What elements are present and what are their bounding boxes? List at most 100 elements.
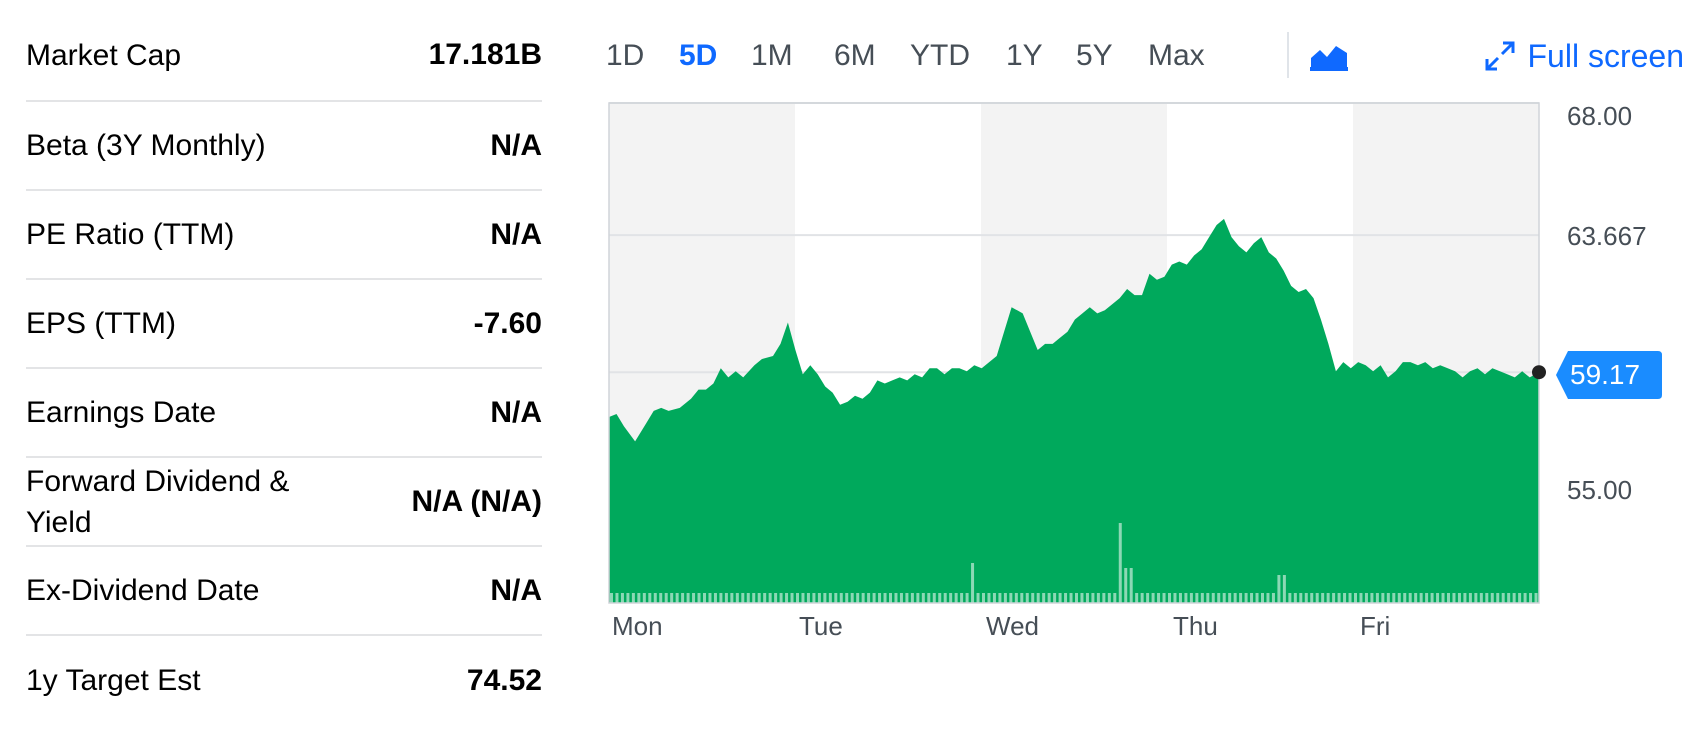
volume-bar <box>889 593 892 603</box>
volume-bar <box>938 593 942 603</box>
volume-bar <box>1490 593 1494 603</box>
stat-label: Market Cap <box>26 38 182 72</box>
volume-bar <box>1326 593 1330 603</box>
volume-bar <box>659 593 663 603</box>
volume-bar <box>1266 593 1270 603</box>
volume-bar <box>1135 593 1139 603</box>
volume-bar <box>1474 593 1478 603</box>
volume-bar <box>1042 593 1046 603</box>
volume-bar <box>1381 593 1385 603</box>
y-tick-label: 68.00 <box>1567 101 1633 131</box>
last-price-dot <box>1532 365 1546 380</box>
range-button-max[interactable]: Max <box>1148 30 1205 82</box>
range-button-ytd[interactable]: YTD <box>910 30 970 82</box>
volume-bar <box>1479 593 1483 603</box>
x-tick-label: Thu <box>1173 611 1218 641</box>
stat-value: N/A <box>490 573 542 607</box>
volume-bar <box>1080 593 1084 603</box>
range-button-5y[interactable]: 5Y <box>1076 30 1113 82</box>
volume-bar <box>1523 593 1527 603</box>
volume-bar <box>752 593 756 603</box>
volume-bar <box>1277 575 1281 603</box>
volume-bar <box>976 593 980 603</box>
volume-bar <box>1354 593 1357 603</box>
stat-value: 74.52 <box>466 663 542 697</box>
volume-bar <box>1173 593 1177 603</box>
stat-row: 1y Target Est 74.52 <box>26 636 542 725</box>
volume-bar <box>1441 593 1445 603</box>
stat-row: PE Ratio (TTM) N/A <box>26 191 542 280</box>
mountain-chart-icon <box>1310 46 1348 71</box>
stat-row: Ex-Dividend Date N/A <box>26 547 542 636</box>
stat-label: Ex-Dividend Date <box>26 574 260 607</box>
volume-bar <box>905 593 909 603</box>
volume-bar <box>664 593 668 603</box>
volume-bar <box>1222 593 1226 603</box>
volume-bar <box>703 593 706 603</box>
stat-row: Market Cap 17.181B <box>26 10 542 102</box>
stat-value: N/A (N/A) <box>411 484 542 518</box>
volume-bar <box>626 593 630 603</box>
volume-bar <box>1102 593 1106 603</box>
fullscreen-button[interactable]: Full screen <box>1484 30 1684 82</box>
volume-bar <box>724 593 728 603</box>
volume-bar <box>856 593 860 603</box>
volume-bar <box>872 593 876 603</box>
volume-bar <box>1321 593 1325 603</box>
volume-bar <box>1107 593 1111 603</box>
last-price-value: 59.17 <box>1570 359 1641 390</box>
range-button-1d[interactable]: 1D <box>606 30 644 82</box>
range-button-1y[interactable]: 1Y <box>1006 30 1043 82</box>
volume-bar <box>1534 593 1538 603</box>
toolbar-divider <box>1287 32 1289 78</box>
volume-bar <box>763 593 767 603</box>
volume-bar <box>1075 593 1078 603</box>
range-button-5d[interactable]: 5D <box>679 30 717 82</box>
volume-bar <box>741 593 745 603</box>
volume-bar <box>631 593 635 603</box>
volume-bar <box>921 593 925 603</box>
volume-bar <box>932 593 936 603</box>
volume-bar <box>1392 593 1396 603</box>
volume-bar <box>1463 593 1467 603</box>
volume-bar <box>675 593 679 603</box>
price-tag-shape <box>1556 351 1662 399</box>
volume-bar <box>806 593 810 603</box>
plot-border <box>608 102 1540 604</box>
range-button-1m[interactable]: 1M <box>751 30 793 82</box>
volume-bar <box>1157 593 1161 603</box>
volume-bar <box>861 593 865 603</box>
stats-table: Market Cap 17.181B Beta (3Y Monthly) N/A PE … <box>26 10 542 725</box>
volume-bar <box>686 593 690 603</box>
volume-bar <box>883 593 887 603</box>
volume-bar <box>1151 593 1155 603</box>
volume-bar <box>1031 593 1035 603</box>
volume-bar <box>823 593 827 603</box>
volume-bar <box>790 593 794 603</box>
volume-bar <box>1211 593 1215 603</box>
stat-row: EPS (TTM) -7.60 <box>26 280 542 369</box>
volume-bar <box>730 593 734 603</box>
volume-bar <box>1244 593 1248 603</box>
volume-bar <box>1124 568 1128 603</box>
stat-value: -7.60 <box>473 306 542 340</box>
range-button-6m[interactable]: 6M <box>834 30 876 82</box>
volume-bar <box>1397 593 1401 603</box>
volume-bar <box>971 563 975 603</box>
price-chart[interactable] <box>608 102 1546 604</box>
stat-label: PE Ratio (TTM) <box>26 218 235 251</box>
volume-bar <box>1343 593 1347 603</box>
volume-bar <box>1113 593 1117 603</box>
volume-bar <box>1091 593 1095 603</box>
chart-type-button[interactable] <box>1310 40 1348 72</box>
volume-bar <box>757 593 761 603</box>
volume-bar <box>1085 593 1089 603</box>
volume-bar <box>1337 593 1341 603</box>
volume-bar <box>1359 593 1363 603</box>
volume-bar <box>1315 593 1319 603</box>
volume-bar <box>1496 593 1500 603</box>
volume-bar <box>1020 593 1024 603</box>
volume-bar <box>982 593 985 603</box>
volume-bar <box>954 593 958 603</box>
stat-label: EPS (TTM) <box>26 307 176 340</box>
